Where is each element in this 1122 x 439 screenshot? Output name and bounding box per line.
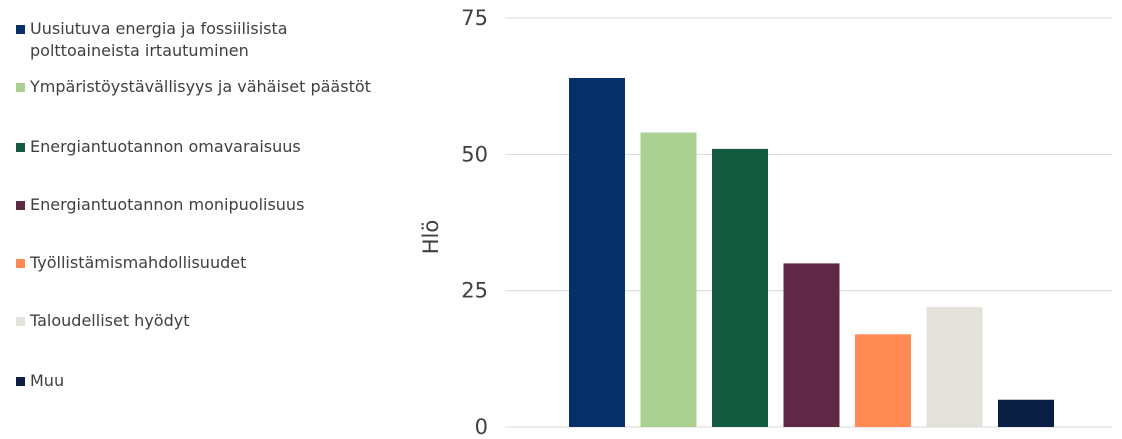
bars bbox=[569, 77, 1054, 427]
legend-label: Energiantuotannon monipuolisuus bbox=[30, 195, 305, 214]
y-tick-label: 50 bbox=[461, 142, 488, 166]
y-tick-label: 0 bbox=[475, 415, 488, 439]
legend-item: Uusiutuva energia ja fossiilisista poltt… bbox=[16, 18, 396, 62]
legend-label: Taloudelliset hyödyt bbox=[30, 311, 190, 330]
bar bbox=[998, 399, 1054, 427]
legend-label: Ympäristöystävällisyys ja vähäiset pääst… bbox=[30, 77, 371, 96]
legend-swatch bbox=[16, 25, 25, 34]
legend-label: Energiantuotannon omavaraisuus bbox=[30, 137, 301, 156]
bar bbox=[783, 263, 840, 427]
y-axis-ticks: 0 25 50 75 bbox=[461, 6, 488, 439]
y-tick-label: 75 bbox=[461, 6, 488, 30]
bar bbox=[640, 132, 697, 427]
legend-swatch bbox=[16, 201, 25, 210]
legend-item: Energiantuotannon monipuolisuus bbox=[16, 194, 396, 216]
bar bbox=[855, 334, 911, 427]
y-axis-label: Hlö bbox=[419, 220, 443, 254]
y-tick-label: 25 bbox=[461, 279, 488, 303]
legend-item: Taloudelliset hyödyt bbox=[16, 310, 396, 332]
legend-swatch bbox=[16, 259, 25, 268]
bar bbox=[712, 148, 768, 427]
legend-label: Uusiutuva energia ja fossiilisista poltt… bbox=[30, 19, 288, 60]
legend-label: Muu bbox=[30, 371, 65, 390]
legend-item: Ympäristöystävällisyys ja vähäiset pääst… bbox=[16, 76, 396, 98]
bar bbox=[926, 307, 983, 427]
legend-swatch bbox=[16, 377, 25, 386]
legend-item: Muu bbox=[16, 370, 396, 392]
legend-swatch bbox=[16, 83, 25, 92]
legend-item: Energiantuotannon omavaraisuus bbox=[16, 136, 396, 158]
legend-swatch bbox=[16, 317, 25, 326]
bar bbox=[569, 77, 625, 427]
legend-swatch bbox=[16, 143, 25, 152]
legend-item: Työllistämismahdollisuudet bbox=[16, 252, 396, 274]
legend-label: Työllistämismahdollisuudet bbox=[30, 253, 247, 272]
